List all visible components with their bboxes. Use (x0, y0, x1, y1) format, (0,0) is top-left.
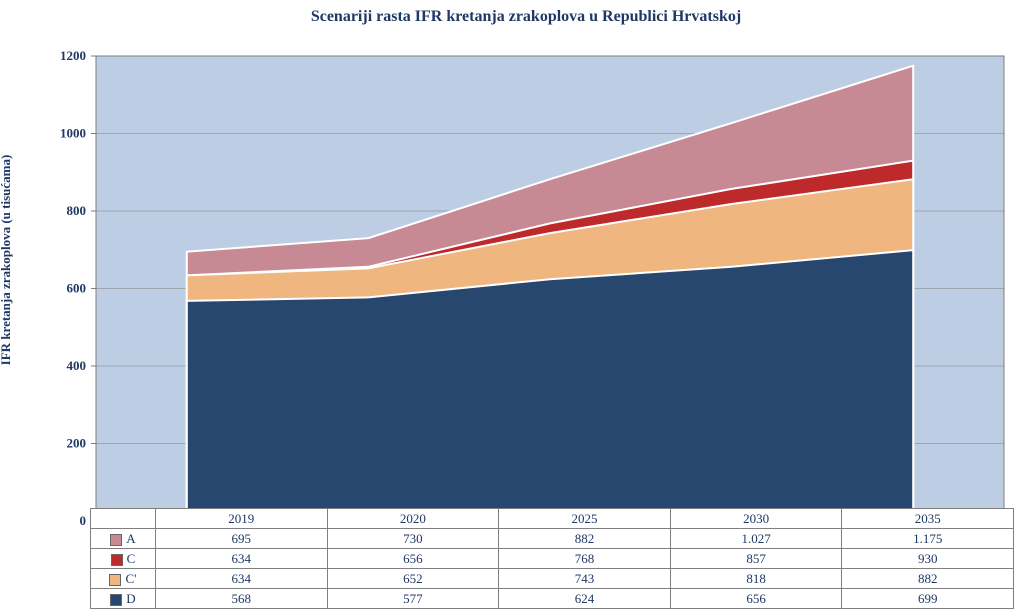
legend-swatch-icon (111, 554, 123, 566)
table-cell: 656 (327, 549, 499, 569)
series-label-cell: C (91, 549, 156, 569)
area-chart-svg: 0 200 400 600 800 1000 1200 (38, 26, 1014, 531)
svg-text:200: 200 (67, 436, 87, 451)
table-cell: 882 (842, 569, 1014, 589)
table-corner-cell (91, 509, 156, 529)
svg-text:800: 800 (67, 203, 87, 218)
series-label-cell: D (91, 589, 156, 609)
legend-swatch-icon (109, 574, 121, 586)
series-label: C (127, 551, 136, 566)
table-row: A 6957308821.0271.175 (91, 529, 1014, 549)
legend-swatch-icon (110, 534, 122, 546)
table-cell: 1.175 (842, 529, 1014, 549)
table-cell: 568 (156, 589, 328, 609)
table-cell: 624 (499, 589, 671, 609)
series-label-cell: C' (91, 569, 156, 589)
svg-text:400: 400 (67, 358, 87, 373)
table-cell: 768 (499, 549, 671, 569)
chart-title: Scenariji rasta IFR kretanja zrakoplova … (38, 0, 1014, 26)
table-row: C' 634652743818882 (91, 569, 1014, 589)
table-cell: 930 (842, 549, 1014, 569)
table-cell: 857 (670, 549, 842, 569)
table-cell: 634 (156, 549, 328, 569)
svg-text:600: 600 (67, 281, 87, 296)
chart-area: Scenariji rasta IFR kretanja zrakoplova … (38, 0, 1014, 530)
table-cell: 699 (842, 589, 1014, 609)
table-header-row: 20192020202520302035 (91, 509, 1014, 529)
table-cell: 743 (499, 569, 671, 589)
table-year-header: 2035 (842, 509, 1014, 529)
table-row: D 568577624656699 (91, 589, 1014, 609)
table-cell: 1.027 (670, 529, 842, 549)
table-cell: 882 (499, 529, 671, 549)
table-year-header: 2020 (327, 509, 499, 529)
table-row: C 634656768857930 (91, 549, 1014, 569)
table-year-header: 2025 (499, 509, 671, 529)
svg-text:1200: 1200 (60, 48, 86, 63)
series-label: C' (125, 571, 136, 586)
table-year-header: 2030 (670, 509, 842, 529)
chart-container: Scenariji rasta IFR kretanja zrakoplova … (0, 0, 1024, 615)
table-cell: 656 (670, 589, 842, 609)
table-cell: 818 (670, 569, 842, 589)
series-label-cell: A (91, 529, 156, 549)
table-cell: 695 (156, 529, 328, 549)
table-cell: 730 (327, 529, 499, 549)
table-cell: 577 (327, 589, 499, 609)
series-label: D (126, 591, 135, 606)
svg-text:0: 0 (80, 513, 87, 528)
table-cell: 634 (156, 569, 328, 589)
table-year-header: 2019 (156, 509, 328, 529)
table-cell: 652 (327, 569, 499, 589)
legend-swatch-icon (110, 594, 122, 606)
y-axis-label: IFR kretanja zrakoplova (u tisućama) (0, 155, 14, 366)
series-label: A (126, 531, 135, 546)
data-table: 20192020202520302035 A6957308821.0271.17… (90, 508, 1014, 609)
svg-text:1000: 1000 (60, 126, 86, 141)
